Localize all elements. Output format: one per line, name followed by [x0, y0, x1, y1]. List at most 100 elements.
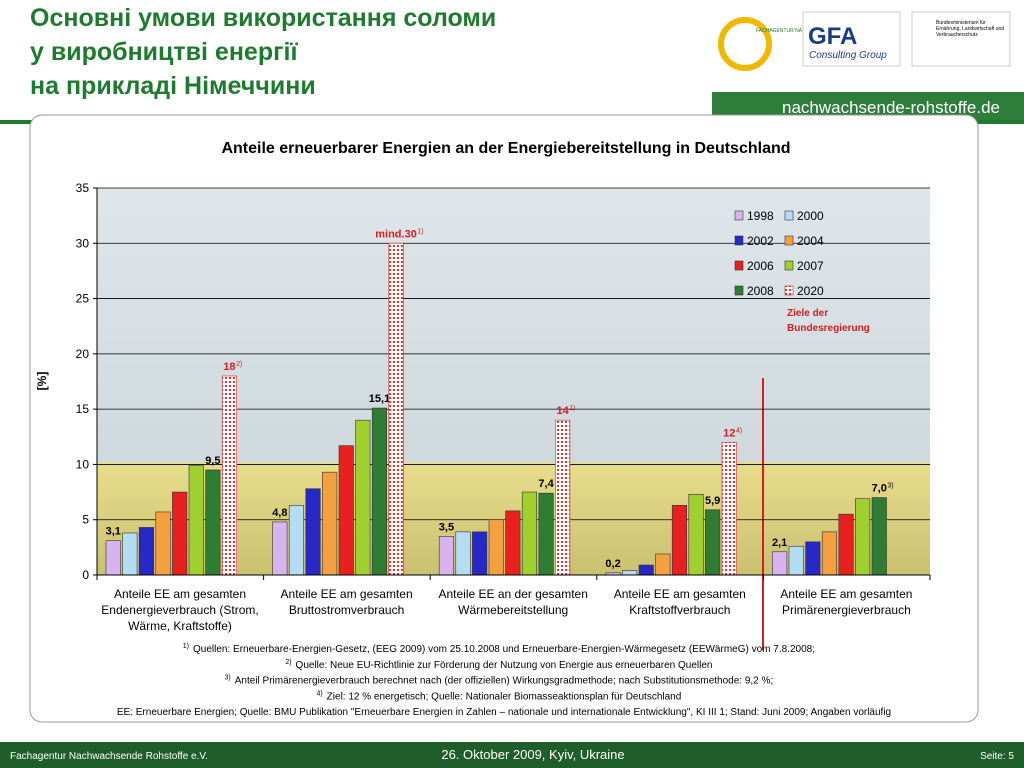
gfa-sub: Consulting Group — [809, 50, 887, 61]
site-band — [712, 92, 1024, 120]
legend-swatch — [734, 210, 744, 221]
slide-title: на прикладі Німеччини — [30, 72, 316, 100]
x-tick-label: Anteile EE am gesamten Endenergieverbrau… — [101, 587, 259, 633]
bar — [221, 375, 237, 576]
data-label: 14 — [557, 405, 570, 417]
gfa-text: GFA — [808, 23, 857, 50]
footer-bar — [0, 742, 1024, 768]
legend-swatch — [734, 235, 744, 246]
bar — [555, 419, 571, 576]
bar — [671, 505, 688, 576]
legend-label: 2008 — [747, 284, 774, 298]
bar — [172, 491, 188, 576]
bar — [188, 465, 204, 576]
legend-swatch — [784, 235, 794, 246]
data-label-note: 1) — [569, 405, 575, 412]
y-tick-label: 20 — [76, 347, 90, 361]
y-axis-label: [%] — [35, 372, 49, 391]
site-url: nachwachsende-rohstoffe.de — [782, 98, 1000, 117]
bar — [322, 471, 338, 576]
footnote: EE: Erneuerbare Energien; Quelle: BMU Pu… — [117, 707, 891, 718]
y-tick-label: 15 — [76, 402, 90, 416]
data-label: 3,5 — [439, 521, 454, 533]
footnote: Anteil Primärenergieverbrauch berechnet … — [235, 676, 773, 687]
legend-label: 2006 — [747, 259, 774, 273]
bar — [705, 509, 721, 576]
data-label: 7,0 — [872, 483, 887, 495]
bar — [488, 519, 504, 576]
legend-swatch — [784, 285, 794, 296]
x-tick-label: Anteile EE am gesamten Primärenergieverb… — [780, 587, 913, 617]
data-label: 4,8 — [272, 507, 287, 519]
ministry-logo — [911, 11, 1011, 67]
y-tick-label: 30 — [76, 236, 90, 250]
bar — [272, 521, 288, 576]
bar — [305, 488, 321, 576]
legend-note: Ziele der Bundesregierung — [787, 308, 870, 334]
data-label-note: 2) — [236, 361, 242, 368]
chart-title: Anteile erneuerbarer Energien an der Ene… — [221, 140, 790, 157]
footnote: Quelle: Neue EU-Richtlinie zur Förderung… — [296, 660, 713, 671]
footer-center: 26. Oktober 2009, Kyiv, Ukraine — [441, 747, 624, 762]
y-tick-label: 0 — [82, 568, 89, 582]
bar — [455, 531, 471, 576]
footnote-marker: 2) — [285, 659, 291, 666]
bar — [655, 553, 671, 576]
data-label: 3,1 — [106, 526, 121, 538]
legend-label: 2002 — [747, 234, 774, 248]
bar — [371, 407, 388, 576]
footnote-marker: 3) — [225, 675, 231, 682]
footnote-marker: 4) — [316, 690, 322, 697]
y-tick-label: 35 — [76, 181, 90, 195]
bar — [205, 469, 221, 576]
y-tick-label: 5 — [82, 513, 89, 527]
bar — [138, 527, 154, 576]
slide-title: у виробництві енергії — [30, 38, 298, 66]
gfa-logo — [802, 11, 901, 67]
legend-swatch — [784, 210, 794, 221]
bar — [772, 551, 788, 576]
bar — [122, 532, 138, 576]
bar — [388, 242, 404, 576]
logo-ring — [718, 17, 772, 71]
data-label-note: 3) — [887, 483, 893, 490]
footer-left: Fachagentur Nachwachsende Rohstoffe e.V. — [10, 751, 208, 762]
y-tick-label: 25 — [76, 292, 90, 306]
legend-label: 2020 — [797, 284, 824, 298]
footnote: Quellen: Erneuerbare-Energien-Gesetz, (E… — [193, 644, 815, 655]
bar — [338, 445, 354, 576]
data-label-note: 1) — [417, 228, 423, 235]
legend-label: 2000 — [797, 209, 824, 223]
data-label: 15,1 — [369, 393, 390, 405]
y-tick-label: 10 — [76, 457, 90, 471]
bar — [505, 510, 521, 576]
bar — [788, 545, 804, 576]
bar — [805, 541, 821, 576]
data-label: 9,5 — [205, 455, 220, 467]
bar — [472, 531, 488, 576]
legend-label: 2007 — [797, 259, 824, 273]
bar — [871, 497, 887, 576]
bar — [688, 493, 704, 576]
bar — [721, 442, 737, 576]
data-label: 2,1 — [772, 537, 787, 549]
data-label-note: 4) — [736, 427, 742, 434]
x-tick-label: Anteile EE am gesamten Bruttostromverbra… — [280, 587, 413, 617]
legend-label: 2004 — [797, 234, 824, 248]
bar — [438, 535, 455, 576]
bar — [838, 513, 854, 576]
data-label: 7,4 — [538, 478, 554, 490]
bar — [538, 492, 554, 576]
footer-right: Seite: 5 — [980, 751, 1014, 762]
legend-swatch — [734, 260, 744, 271]
data-label: 18 — [223, 361, 235, 373]
slide-title: Основні умови використання соломи — [30, 4, 497, 32]
bar — [855, 498, 871, 576]
bar — [622, 570, 638, 576]
data-label: 12 — [723, 427, 735, 439]
bar — [821, 531, 838, 576]
x-tick-label: Anteile EE an der gesamten Wärmebereitst… — [438, 587, 588, 617]
bar — [105, 540, 121, 576]
